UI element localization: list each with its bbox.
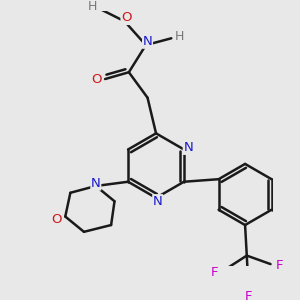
Text: F: F xyxy=(275,259,283,272)
Text: O: O xyxy=(52,213,62,226)
Text: O: O xyxy=(121,11,132,24)
Text: F: F xyxy=(211,266,218,279)
Text: N: N xyxy=(153,195,163,208)
Text: N: N xyxy=(183,141,193,154)
Text: N: N xyxy=(143,35,152,48)
Text: N: N xyxy=(91,177,101,190)
Text: H: H xyxy=(175,30,184,43)
Text: F: F xyxy=(245,290,252,300)
Text: O: O xyxy=(92,74,102,86)
Text: H: H xyxy=(88,0,97,13)
